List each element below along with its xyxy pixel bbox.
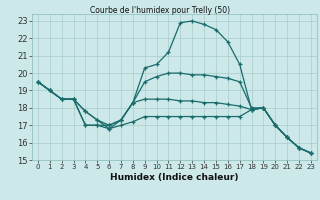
X-axis label: Humidex (Indice chaleur): Humidex (Indice chaleur) xyxy=(110,173,239,182)
Text: Courbe de l'humidex pour Trelly (50): Courbe de l'humidex pour Trelly (50) xyxy=(90,6,230,15)
